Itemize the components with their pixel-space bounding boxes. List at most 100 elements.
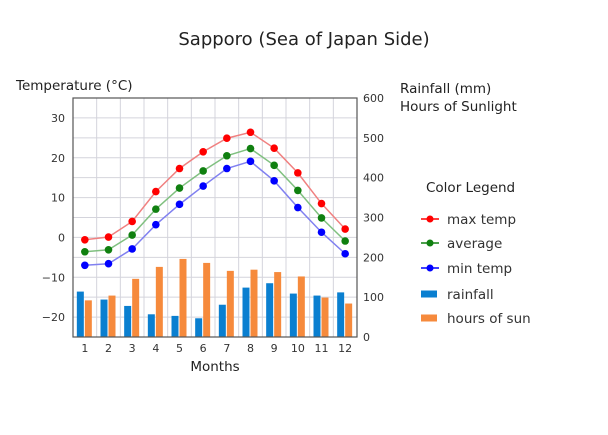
legend-label-min-temp: min temp (447, 261, 512, 277)
legend-swatch-rainfall (421, 290, 437, 298)
point-max-temp (317, 199, 326, 208)
point-average (128, 231, 136, 239)
bar-rainfall (337, 292, 345, 337)
point-max-temp (223, 134, 231, 143)
bar-hours-of-sun (321, 297, 329, 337)
bar-rainfall (100, 299, 108, 337)
legend-marker-min-temp (426, 264, 434, 272)
bar-rainfall (195, 318, 203, 337)
bar-rainfall (218, 304, 226, 337)
legend-label-max-temp: max temp (447, 212, 516, 228)
bar-rainfall (289, 293, 297, 337)
legend-label-rainfall: rainfall (447, 287, 494, 303)
x-tick-label: 1 (81, 342, 88, 355)
x-tick-label: 10 (291, 342, 305, 355)
point-average (270, 161, 278, 170)
point-max-temp (270, 144, 278, 152)
y-left-tick-label: 10 (51, 192, 65, 205)
point-max-temp (341, 225, 349, 233)
legend-swatch-hours-of-sun (421, 314, 437, 322)
x-tick-label: 4 (152, 342, 159, 355)
point-min-temp (294, 203, 302, 212)
legend: Color Legend max temp average min temp rain… (421, 180, 531, 327)
y-right-tick-label: 600 (363, 92, 384, 105)
x-tick-label: 11 (315, 342, 329, 355)
point-max-temp (175, 164, 184, 173)
point-max-temp (294, 169, 302, 177)
point-average (175, 184, 184, 192)
grid (73, 98, 357, 337)
line-min-temp (84, 160, 346, 267)
bar-rainfall (266, 283, 274, 337)
line-average (84, 147, 346, 253)
y-left-tick-label: 30 (51, 112, 65, 125)
x-tick-label: 7 (223, 342, 230, 355)
x-tick-label: 3 (129, 342, 136, 355)
bars (76, 258, 353, 337)
point-average (341, 237, 349, 245)
y-right-tick-label: 500 (363, 132, 384, 145)
right-axis-label-sunlight: Hours of Sunlight (400, 99, 517, 115)
point-average (81, 247, 89, 256)
point-min-temp (81, 261, 89, 270)
point-min-temp (317, 228, 326, 237)
bar-hours-of-sun (297, 276, 305, 337)
right-axis-label-rainfall: Rainfall (mm) (400, 81, 491, 97)
legend-label-hours-of-sun: hours of sun (447, 311, 531, 327)
point-min-temp (104, 259, 113, 268)
point-min-temp (223, 164, 231, 173)
y-right-tick-label: 0 (363, 331, 370, 344)
bar-hours-of-sun (179, 258, 187, 337)
legend-marker-average (426, 239, 434, 247)
lines (81, 128, 349, 270)
bar-rainfall (147, 314, 155, 337)
y-right-tick-label: 300 (363, 212, 384, 225)
point-average (223, 151, 231, 160)
bar-hours-of-sun (250, 269, 258, 337)
bar-rainfall (313, 295, 321, 337)
left-axis-label: Temperature (°C) (15, 78, 133, 94)
bar-hours-of-sun (226, 270, 234, 337)
point-min-temp (175, 200, 184, 209)
point-min-temp (341, 249, 349, 258)
point-max-temp (104, 233, 113, 241)
x-tick-label: 5 (176, 342, 183, 355)
point-min-temp (270, 177, 278, 185)
x-tick-label: 12 (338, 342, 352, 355)
point-max-temp (199, 147, 207, 156)
bar-hours-of-sun (155, 266, 163, 337)
line-max-temp (84, 131, 346, 241)
point-max-temp (81, 236, 89, 244)
bar-rainfall (124, 305, 132, 337)
point-average (199, 167, 207, 175)
bar-hours-of-sun (203, 262, 211, 337)
x-tick-label: 2 (105, 342, 112, 355)
y-right-tick-label: 100 (363, 291, 384, 304)
point-average (104, 245, 113, 254)
y-right-tick-label: 400 (363, 172, 384, 185)
y-left-tick-label: 0 (58, 231, 65, 244)
point-average (152, 205, 160, 213)
legend-label-average: average (447, 236, 502, 252)
x-tick-label: 9 (271, 342, 278, 355)
bar-rainfall (242, 287, 250, 337)
point-max-temp (152, 187, 160, 196)
x-tick-label: 8 (247, 342, 254, 355)
bar-hours-of-sun (132, 278, 140, 337)
y-right-tick-label: 200 (363, 251, 384, 264)
legend-title: Color Legend (426, 180, 515, 196)
plot-frame (72, 97, 358, 338)
point-average (317, 214, 326, 222)
point-min-temp (152, 220, 160, 229)
point-max-temp (128, 217, 136, 226)
point-min-temp (199, 182, 207, 190)
y-left-tick-label: −20 (42, 311, 65, 324)
point-average (246, 144, 255, 153)
y-left-tick-label: 20 (51, 152, 65, 165)
bar-hours-of-sun (84, 300, 92, 337)
point-min-temp (246, 157, 255, 166)
x-tick-label: 6 (200, 342, 207, 355)
bar-rainfall (171, 315, 179, 337)
